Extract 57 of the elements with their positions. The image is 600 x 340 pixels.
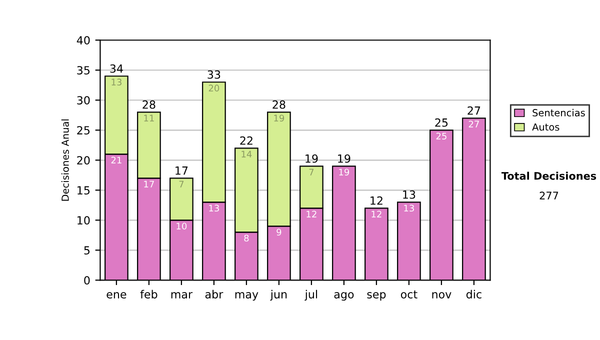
y-tick-label: 20: [77, 156, 90, 165]
data-label: 27: [468, 120, 479, 128]
data-label: 8: [244, 234, 249, 242]
y-tick-label: 0: [84, 276, 90, 285]
total-label: 33: [208, 70, 220, 79]
y-tick-label: 10: [78, 216, 90, 225]
legend-label: Sentencias: [532, 108, 585, 116]
data-label: 13: [404, 204, 414, 212]
x-tick-label: ene: [106, 292, 126, 298]
total-label: 27: [468, 106, 480, 115]
x-tick-label: ago: [334, 292, 354, 301]
y-tick-label: 25: [77, 126, 90, 135]
x-tick-label: jun: [270, 290, 287, 301]
data-label: 12: [372, 210, 382, 218]
text: 277: [540, 192, 558, 200]
data-label: 20: [208, 84, 220, 92]
data-label: 7: [309, 168, 314, 176]
total-label: 17: [176, 166, 188, 175]
data-label: 13: [112, 78, 122, 86]
data-label: 21: [111, 156, 122, 164]
y-axis-title: Decisiones Anual: [61, 119, 69, 201]
x-tick-label: abr: [205, 290, 224, 298]
data-label: 10: [176, 222, 187, 230]
total-label: 22: [240, 136, 252, 145]
total-label: 28: [272, 100, 286, 109]
x-tick-label: feb: [140, 290, 158, 298]
x-tick-label: nov: [432, 292, 452, 298]
data-label: 14: [242, 150, 252, 158]
total-label: 25: [435, 118, 448, 127]
data-label: 11: [144, 114, 154, 122]
x-tick-label: sep: [367, 292, 386, 301]
total-label: 19: [306, 154, 318, 163]
y-tick-label: 30: [77, 96, 90, 105]
total-label: 13: [403, 190, 416, 199]
data-label: 13: [209, 204, 219, 212]
total-label: 34: [110, 64, 123, 73]
data-label: 19: [339, 168, 350, 176]
x-tick-label: jul: [304, 290, 318, 301]
data-label: 7: [179, 180, 184, 188]
data-label: 17: [144, 180, 154, 188]
x-tick-label: dic: [466, 290, 482, 298]
total-label: 19: [338, 154, 350, 163]
y-tick-label: 35: [77, 66, 90, 75]
y-tick-label: 15: [78, 186, 90, 195]
total-label: 12: [370, 196, 382, 205]
text: Total Decisiones: [501, 172, 596, 180]
y-tick-label: 5: [84, 246, 90, 255]
legend-label: Autos: [532, 123, 560, 131]
x-tick-label: may: [235, 292, 258, 301]
x-tick-label: mar: [171, 292, 193, 298]
data-label: 9: [276, 228, 282, 236]
data-label: 25: [436, 132, 446, 140]
data-label: 19: [274, 114, 284, 122]
y-tick-label: 40: [76, 36, 90, 44]
data-label: 12: [306, 210, 316, 218]
total-label: 28: [142, 100, 156, 109]
x-tick-label: oct: [400, 290, 418, 298]
